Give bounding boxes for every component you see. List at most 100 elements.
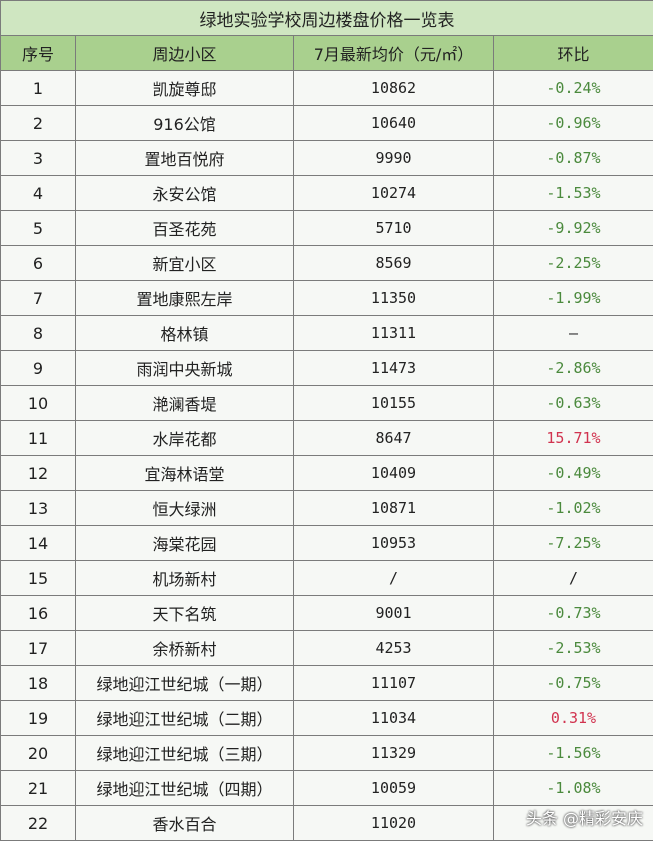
table-row: 16 天下名筑 9001 -0.73% [0, 595, 653, 631]
table-row: 12 宜海林语堂 10409 -0.49% [0, 455, 653, 491]
community-name-cell: 绿地迎江世纪城（一期） [75, 665, 294, 701]
month-change-cell: -2.53% [493, 630, 653, 666]
community-name-cell: 滟澜香堤 [75, 385, 294, 421]
table-row: 22 香水百合 11020 [0, 805, 653, 841]
community-name-cell: 机场新村 [75, 560, 294, 596]
table-row: 2 916公馆 10640 -0.96% [0, 105, 653, 141]
month-change-cell: / [493, 560, 653, 596]
table-row: 14 海棠花园 10953 -7.25% [0, 525, 653, 561]
month-change-cell: -1.08% [493, 770, 653, 806]
community-name-cell: 永安公馆 [75, 175, 294, 211]
header-no: 序号 [0, 35, 76, 71]
average-price-cell: 9001 [293, 595, 494, 631]
month-change-cell: -0.24% [493, 70, 653, 106]
average-price-cell: 10871 [293, 490, 494, 526]
average-price-cell: 10059 [293, 770, 494, 806]
watermark-text: 头条 @精彩安庆 [525, 809, 643, 828]
community-name-cell: 新宜小区 [75, 245, 294, 281]
month-change-cell: -0.73% [493, 595, 653, 631]
table-row: 11 水岸花都 8647 15.71% [0, 420, 653, 456]
row-number-cell: 11 [0, 420, 76, 456]
row-number-cell: 2 [0, 105, 76, 141]
month-change-cell: -0.96% [493, 105, 653, 141]
average-price-cell: 11020 [293, 805, 494, 841]
month-change-cell: -1.99% [493, 280, 653, 316]
community-name-cell: 置地百悦府 [75, 140, 294, 176]
community-name-cell: 天下名筑 [75, 595, 294, 631]
month-change-cell: -2.25% [493, 245, 653, 281]
month-change-cell: 15.71% [493, 420, 653, 456]
table-row: 7 置地康熙左岸 11350 -1.99% [0, 280, 653, 316]
average-price-cell: 11311 [293, 315, 494, 351]
month-change-cell: -0.75% [493, 665, 653, 701]
table-row: 18 绿地迎江世纪城（一期） 11107 -0.75% [0, 665, 653, 701]
row-number-cell: 13 [0, 490, 76, 526]
header-change: 环比 [493, 35, 653, 71]
row-number-cell: 10 [0, 385, 76, 421]
average-price-cell: 10155 [293, 385, 494, 421]
month-change-cell: -0.63% [493, 385, 653, 421]
community-name-cell: 雨润中央新城 [75, 350, 294, 386]
table-row: 6 新宜小区 8569 -2.25% [0, 245, 653, 281]
average-price-cell: 10862 [293, 70, 494, 106]
row-number-cell: 5 [0, 210, 76, 246]
month-change-cell: -1.53% [493, 175, 653, 211]
month-change-cell: -0.87% [493, 140, 653, 176]
community-name-cell: 格林镇 [75, 315, 294, 351]
row-number-cell: 21 [0, 770, 76, 806]
community-name-cell: 百圣花苑 [75, 210, 294, 246]
average-price-cell: 8647 [293, 420, 494, 456]
average-price-cell: 10409 [293, 455, 494, 491]
table-row: 1 凯旋尊邸 10862 -0.24% [0, 70, 653, 106]
community-name-cell: 凯旋尊邸 [75, 70, 294, 106]
average-price-cell: 10274 [293, 175, 494, 211]
community-name-cell: 余桥新村 [75, 630, 294, 666]
month-change-cell: -0.49% [493, 455, 653, 491]
table-row: 3 置地百悦府 9990 -0.87% [0, 140, 653, 176]
row-number-cell: 3 [0, 140, 76, 176]
average-price-cell: 11350 [293, 280, 494, 316]
month-change-cell: -9.92% [493, 210, 653, 246]
header-name: 周边小区 [75, 35, 294, 71]
average-price-cell: 11473 [293, 350, 494, 386]
table-row: 20 绿地迎江世纪城（三期） 11329 -1.56% [0, 735, 653, 771]
table-row: 17 余桥新村 4253 -2.53% [0, 630, 653, 666]
table-row: 4 永安公馆 10274 -1.53% [0, 175, 653, 211]
community-name-cell: 绿地迎江世纪城（四期） [75, 770, 294, 806]
average-price-cell: 10953 [293, 525, 494, 561]
community-name-cell: 绿地迎江世纪城（二期） [75, 700, 294, 736]
average-price-cell: 5710 [293, 210, 494, 246]
row-number-cell: 20 [0, 735, 76, 771]
table-body: 1 凯旋尊邸 10862 -0.24% 2 916公馆 10640 -0.96% 3 置地百悦府 9… [0, 70, 653, 841]
row-number-cell: 15 [0, 560, 76, 596]
row-number-cell: 22 [0, 805, 76, 841]
month-change-cell: — [493, 315, 653, 351]
average-price-cell: / [293, 560, 494, 596]
month-change-cell [493, 805, 653, 841]
month-change-cell: -1.02% [493, 490, 653, 526]
row-number-cell: 19 [0, 700, 76, 736]
average-price-cell: 9990 [293, 140, 494, 176]
average-price-cell: 11034 [293, 700, 494, 736]
table-title: 绿地实验学校周边楼盘价格一览表 [0, 0, 653, 36]
community-name-cell: 恒大绿洲 [75, 490, 294, 526]
table-row: 15 机场新村 / / [0, 560, 653, 596]
table-row: 5 百圣花苑 5710 -9.92% [0, 210, 653, 246]
row-number-cell: 9 [0, 350, 76, 386]
row-number-cell: 8 [0, 315, 76, 351]
community-name-cell: 香水百合 [75, 805, 294, 841]
month-change-cell: 0.31% [493, 700, 653, 736]
table-row: 8 格林镇 11311— [0, 315, 653, 351]
community-name-cell: 置地康熙左岸 [75, 280, 294, 316]
table-row: 19 绿地迎江世纪城（二期） 11034 0.31% [0, 700, 653, 736]
average-price-cell: 10640 [293, 105, 494, 141]
row-number-cell: 14 [0, 525, 76, 561]
row-number-cell: 16 [0, 595, 76, 631]
average-price-cell: 11329 [293, 735, 494, 771]
row-number-cell: 18 [0, 665, 76, 701]
community-name-cell: 宜海林语堂 [75, 455, 294, 491]
average-price-cell: 8569 [293, 245, 494, 281]
table-row: 10 滟澜香堤 10155 -0.63% [0, 385, 653, 421]
